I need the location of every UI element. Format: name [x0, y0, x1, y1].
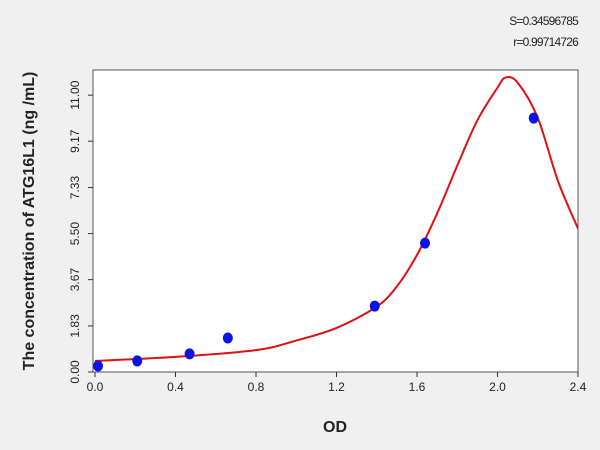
y-tick-label: 9.17: [68, 129, 82, 153]
data-point: [93, 360, 104, 372]
y-tick-label: 11.00: [68, 80, 82, 109]
data-point: [222, 332, 233, 344]
data-point: [132, 355, 143, 367]
x-tick-label: 0.0: [87, 380, 104, 394]
x-tick-label: 2.0: [489, 380, 506, 394]
x-tick-label: 0.4: [167, 380, 184, 394]
x-axis-label: OD: [323, 419, 347, 436]
y-tick-label: 1.83: [68, 314, 82, 338]
data-point: [369, 300, 380, 312]
y-tick-label: 5.50: [68, 222, 82, 246]
plot-area: [92, 69, 579, 373]
data-point: [420, 237, 431, 249]
fit-curve: [94, 76, 578, 362]
y-tick-label: 7.33: [68, 176, 82, 200]
x-tick-label: 1.6: [409, 380, 426, 394]
data-point: [184, 348, 195, 360]
y-tick-label: 0.00: [68, 360, 82, 384]
x-tick-label: 0.8: [248, 380, 265, 394]
annotation: S=0.34596785: [509, 14, 579, 28]
y-axis-label: The concentration of ATG16L1 (ng /mL): [21, 72, 38, 371]
x-tick-label: 1.2: [328, 380, 345, 394]
y-tick-label: 3.67: [68, 268, 82, 292]
data-point: [528, 112, 539, 124]
x-tick-label: 2.4: [570, 380, 587, 394]
annotation: r=0.99714726: [513, 35, 579, 49]
